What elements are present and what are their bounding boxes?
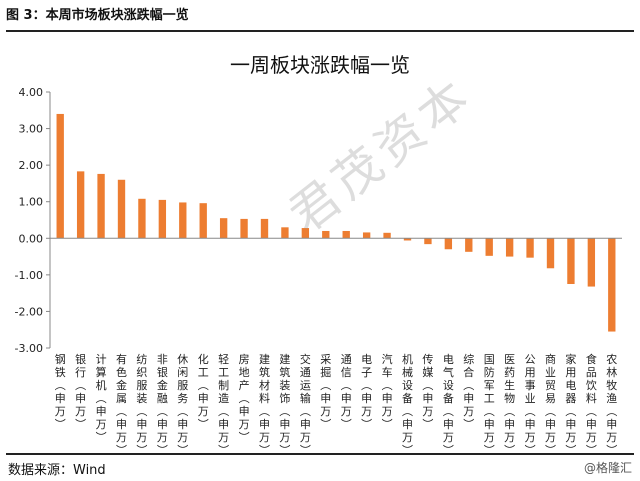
bar bbox=[403, 238, 412, 241]
bar bbox=[322, 230, 330, 239]
bar bbox=[444, 238, 453, 250]
x-tick-label: 医药生物︵申万︶ bbox=[504, 353, 515, 457]
bar bbox=[567, 238, 575, 284]
figure-caption: 图 3：本周市场板块涨跌幅一览 bbox=[6, 8, 189, 23]
bar bbox=[97, 173, 105, 239]
x-tick-label: 交通运输︵申万︶ bbox=[300, 352, 311, 457]
x-tick-label: 纺织服装︵申万︶ bbox=[136, 352, 147, 457]
x-tick-label: 房地产︵申万︶ bbox=[239, 353, 250, 444]
x-tick-label: 电气设备︵申万︶ bbox=[443, 353, 454, 457]
bar bbox=[362, 232, 371, 239]
bar bbox=[76, 171, 85, 239]
bar bbox=[424, 238, 432, 245]
bar bbox=[608, 238, 616, 332]
y-tick-label: 3.00 bbox=[19, 123, 44, 136]
y-tick-label: 4.00 bbox=[19, 86, 44, 99]
x-tick-label: 公用事业︵申万︶ bbox=[525, 353, 536, 457]
bar bbox=[117, 179, 126, 239]
x-tick-label: 农林牧渔︵申万︶ bbox=[606, 352, 617, 457]
bar bbox=[56, 113, 64, 239]
x-tick-label: 轻工制造︵申万︶ bbox=[218, 352, 229, 457]
bar bbox=[260, 218, 269, 239]
x-tick-label: 化工︵申万︶ bbox=[198, 352, 209, 431]
bottom-rule bbox=[6, 453, 634, 455]
chart-title: 一周板块涨跌幅一览 bbox=[230, 53, 410, 77]
bar bbox=[505, 238, 514, 257]
x-tick-label: 建筑材料︵申万︶ bbox=[259, 352, 270, 457]
bar bbox=[158, 199, 167, 239]
x-tick-label: 国防军工︵申万︶ bbox=[484, 353, 495, 457]
bar bbox=[342, 230, 350, 239]
bar bbox=[587, 238, 596, 287]
source-note: 数据来源：Wind bbox=[8, 463, 106, 478]
y-tick-label: -1.00 bbox=[15, 269, 43, 282]
y-tick-label: 1.00 bbox=[19, 196, 44, 209]
credit-label: @格隆汇 bbox=[583, 461, 632, 475]
bar bbox=[240, 218, 248, 239]
y-tick-label: 0.00 bbox=[19, 232, 44, 245]
x-tick-label: 电子︵申万︶ bbox=[361, 353, 372, 431]
bar bbox=[199, 203, 207, 239]
bar bbox=[281, 227, 289, 239]
x-tick-label: 商业贸易︵申万︶ bbox=[545, 352, 556, 457]
x-tick-label: 建筑装饰︵申万︶ bbox=[279, 352, 290, 457]
x-tick-label: 有色金属︵申万︶ bbox=[116, 352, 127, 457]
bar bbox=[219, 218, 228, 239]
bar bbox=[485, 238, 493, 256]
bar bbox=[383, 232, 391, 239]
top-rule bbox=[6, 30, 634, 32]
bar bbox=[179, 202, 187, 239]
x-tick-label: 食品饮料︵申万︶ bbox=[586, 352, 597, 457]
bar bbox=[526, 238, 534, 258]
y-tick-label: 2.00 bbox=[19, 159, 44, 172]
x-tick-label: 计算机︵申万︶ bbox=[96, 353, 107, 444]
bar bbox=[138, 198, 146, 239]
bar bbox=[546, 238, 555, 269]
x-tick-label: 传媒︵申万︶ bbox=[422, 353, 433, 431]
x-tick-label: 休闲服务︵申万︶ bbox=[177, 353, 188, 457]
x-tick-label: 非银金融︵申万︶ bbox=[157, 353, 168, 457]
x-tick-label: 机械设备︵申万︶ bbox=[402, 352, 413, 457]
x-tick-label: 银行︵申万︶ bbox=[75, 352, 86, 431]
x-tick-label: 汽车︵申万︶ bbox=[382, 352, 393, 431]
x-tick-label: 家用电器︵申万︶ bbox=[565, 352, 576, 457]
x-tick-label: 采掘︵申万︶ bbox=[320, 353, 331, 431]
x-tick-label: 通信︵申万︶ bbox=[341, 353, 352, 431]
bar bbox=[465, 238, 473, 252]
x-tick-label: 综合︵申万︶ bbox=[463, 352, 474, 431]
y-tick-label: -2.00 bbox=[15, 305, 43, 318]
bar bbox=[301, 228, 310, 239]
y-tick-label: -3.00 bbox=[15, 342, 43, 355]
x-tick-label: 钢铁︵申万︶ bbox=[55, 353, 66, 431]
